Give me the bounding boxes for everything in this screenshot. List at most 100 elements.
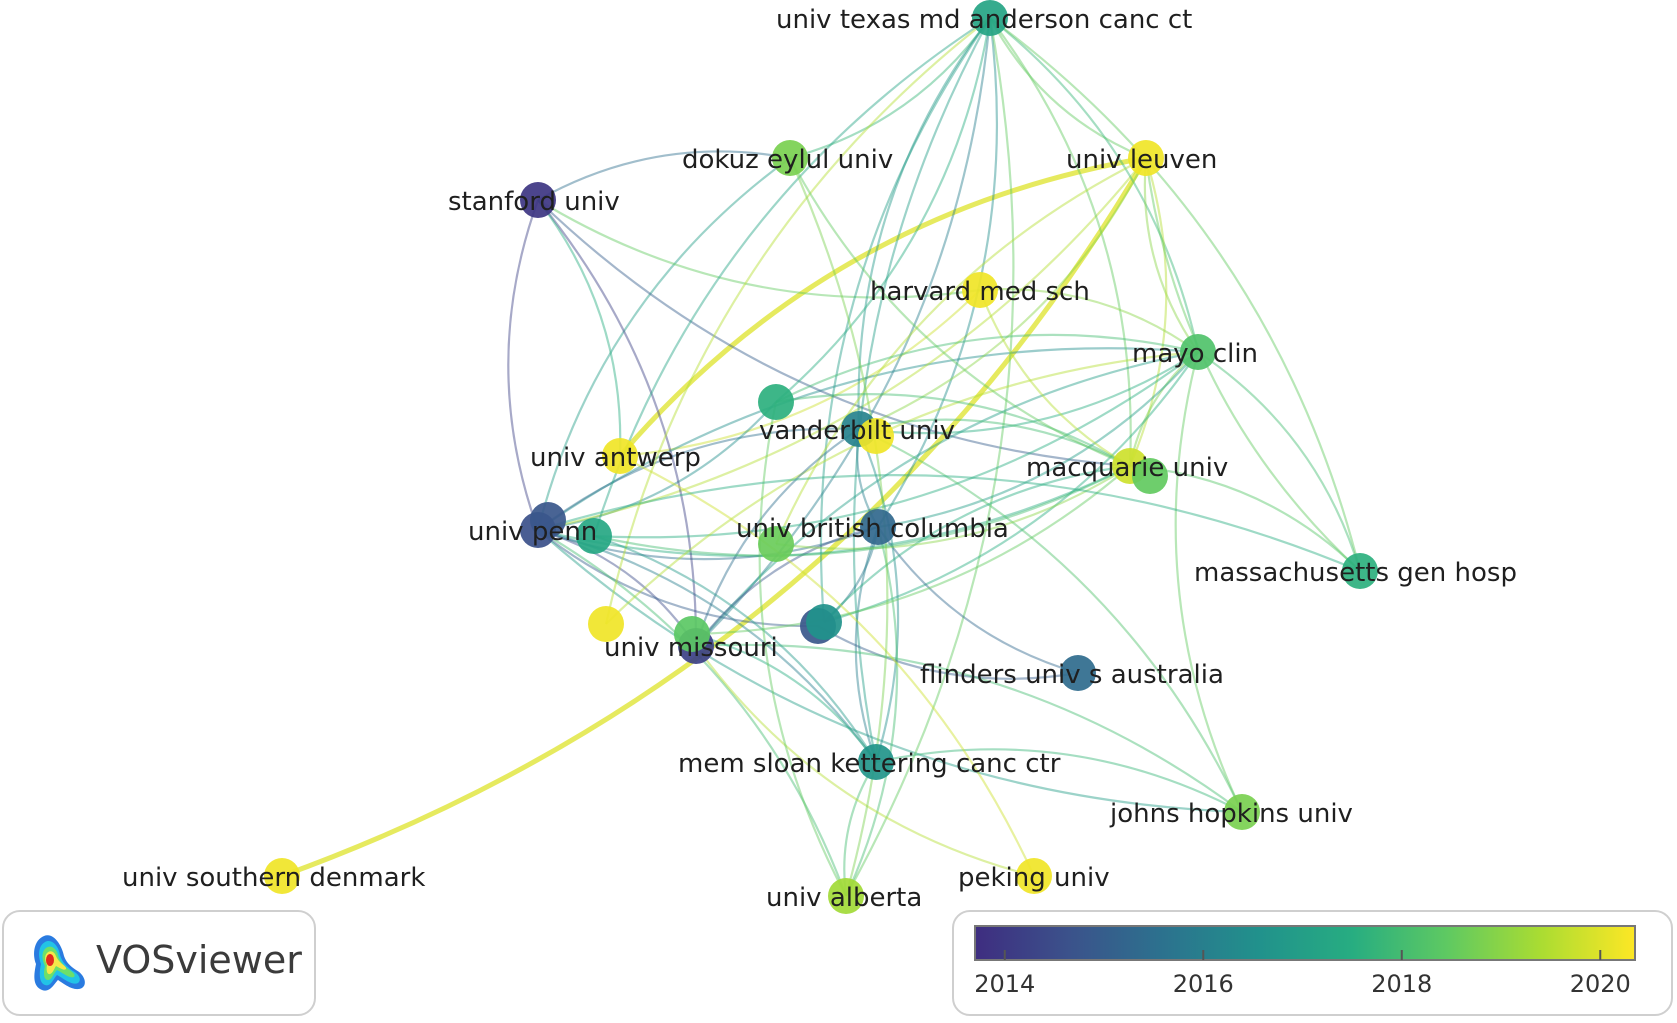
link-mayo-ubc	[877, 351, 1199, 529]
link-southern_denmark-leuven	[281, 156, 1149, 879]
node-label-vanderbilt: vanderbilt univ	[759, 416, 955, 446]
link-mdanderson-dokuz	[789, 17, 991, 160]
node-macq_g[interactable]	[1132, 458, 1168, 494]
link-leuven-massgen	[1144, 157, 1361, 572]
node-label-dokuz: dokuz eylul univ	[682, 145, 893, 175]
node-label-peking: peking univ	[958, 863, 1110, 893]
link-ubc-missouri	[695, 525, 879, 647]
node-label-stanford: stanford univ	[448, 187, 620, 217]
link-missouri-jhu	[695, 643, 1243, 813]
link-stanford-macquarie	[537, 199, 1131, 468]
node-stanford[interactable]	[520, 182, 556, 218]
link-mayo-penn_g	[593, 351, 1199, 539]
colorbar-tick-label: 2016	[1173, 970, 1234, 998]
node-miss_y[interactable]	[588, 606, 624, 642]
link-mayo-missouri	[695, 350, 1199, 647]
link-stanford-penn	[507, 199, 540, 531]
link-leuven-mayo	[1143, 157, 1199, 353]
link-stanford-antwerp	[537, 199, 622, 457]
node-southern_denmark[interactable]	[264, 858, 300, 894]
link-leuven-vanderbilt	[858, 157, 1147, 431]
node-label-jhu: johns hopkins univ	[1109, 799, 1353, 829]
node-label-missouri: univ missouri	[604, 633, 778, 663]
vosviewer-logo-text: VOSviewer	[96, 938, 302, 982]
node-label-msk: mem sloan kettering canc ctr	[678, 749, 1061, 779]
link-mdanderson-unl3	[819, 17, 991, 623]
year-color-legend: 2014 2016 2018 2020	[952, 910, 1673, 1016]
node-harvard[interactable]	[962, 272, 998, 308]
link-mdanderson-leuven	[989, 17, 1147, 160]
link-missouri-peking	[695, 645, 1035, 878]
link-penn-macquarie	[537, 465, 1131, 558]
link-vanderbilt-jhu	[858, 428, 1243, 813]
node-msk[interactable]	[858, 744, 894, 780]
link-mdanderson-unl1	[775, 17, 992, 403]
link-harvard-mayo	[979, 288, 1199, 353]
node-peking[interactable]	[1016, 858, 1052, 894]
link-ubc-alberta	[845, 526, 899, 897]
link-mdanderson-massgen	[989, 17, 1362, 572]
node-label-harvard: harvard med sch	[870, 277, 1090, 307]
link-penn-massgen	[537, 474, 1361, 573]
link-mayo-jhu	[1174, 351, 1243, 813]
link-unl1-alberta	[758, 401, 847, 897]
link-ubc-msk	[854, 526, 880, 763]
node-unl3[interactable]	[806, 604, 842, 640]
colorbar-gradient	[974, 925, 1636, 961]
link-vanderbilt-msk	[857, 428, 900, 763]
node-label-mayo: mayo clin	[1132, 339, 1258, 369]
node-leuven[interactable]	[1128, 140, 1164, 176]
node-label-flinders: flinders univ s australia	[920, 660, 1224, 690]
node-antwerp[interactable]	[602, 438, 638, 474]
node-mayo[interactable]	[1180, 334, 1216, 370]
node-unl1[interactable]	[758, 384, 794, 420]
link-antwerp-harvard	[619, 289, 981, 458]
node-miss_g[interactable]	[674, 616, 710, 652]
link-stanford-harvard	[537, 199, 981, 299]
link-penn_g-macquarie	[593, 465, 1131, 557]
node-mdanderson[interactable]	[972, 0, 1008, 36]
node-jhu[interactable]	[1224, 794, 1260, 830]
link-mdanderson-macquarie	[989, 17, 1132, 467]
link-unl3-macquarie	[823, 464, 1131, 623]
node-penn_g[interactable]	[576, 518, 612, 554]
link-mdanderson-miss_y	[604, 17, 991, 625]
link-penn-unl2	[537, 529, 819, 628]
node-ubc[interactable]	[860, 509, 896, 545]
link-unl1-macquarie	[775, 393, 1131, 467]
link-ubc-flinders	[877, 526, 1079, 675]
node-penn2[interactable]	[530, 502, 566, 538]
link-antwerp-peking	[619, 455, 1035, 877]
node-label-southern_denmark: univ southern denmark	[122, 863, 425, 893]
link-antwerp-leuven	[618, 155, 1147, 458]
labels-layer: univ texas md anderson canc ct dokuz eylu…	[122, 5, 1517, 913]
link-mdanderson-missouri	[695, 17, 992, 647]
node-massgen[interactable]	[1342, 553, 1378, 589]
link-dokuz-macquarie	[789, 157, 1131, 468]
node-label-ubc: univ british columbia	[736, 514, 1009, 544]
node-ubc_g[interactable]	[758, 526, 794, 562]
link-miss_g-msk	[691, 632, 877, 763]
link-mdanderson-msk	[852, 17, 991, 763]
link-mdanderson-alberta	[845, 17, 1015, 897]
node-dokuz[interactable]	[772, 140, 808, 176]
link-leuven-ubc_g	[774, 157, 1147, 545]
node-label-alberta: univ alberta	[766, 883, 922, 913]
links-layer	[281, 17, 1362, 897]
node-alberta[interactable]	[828, 878, 864, 914]
link-stanford-missouri	[537, 199, 698, 647]
link-ubc_g-macquarie	[775, 465, 1131, 550]
node-vandy_y[interactable]	[858, 418, 894, 454]
node-flinders[interactable]	[1060, 655, 1096, 691]
link-mayo-massgen	[1197, 351, 1362, 572]
link-vanderbilt-macquarie	[858, 418, 1131, 467]
colorbar-tick-label: 2018	[1371, 970, 1432, 998]
link-penn-dokuz	[536, 157, 791, 531]
link-mayo-unl1	[775, 333, 1199, 403]
link-mayo-unl3	[823, 351, 1199, 624]
node-label-macquarie: macquarie univ	[1026, 453, 1228, 483]
node-label-antwerp: univ antwerp	[530, 443, 701, 473]
colorbar-tick-label: 2014	[974, 970, 1035, 998]
link-harvard-macquarie	[978, 289, 1131, 467]
